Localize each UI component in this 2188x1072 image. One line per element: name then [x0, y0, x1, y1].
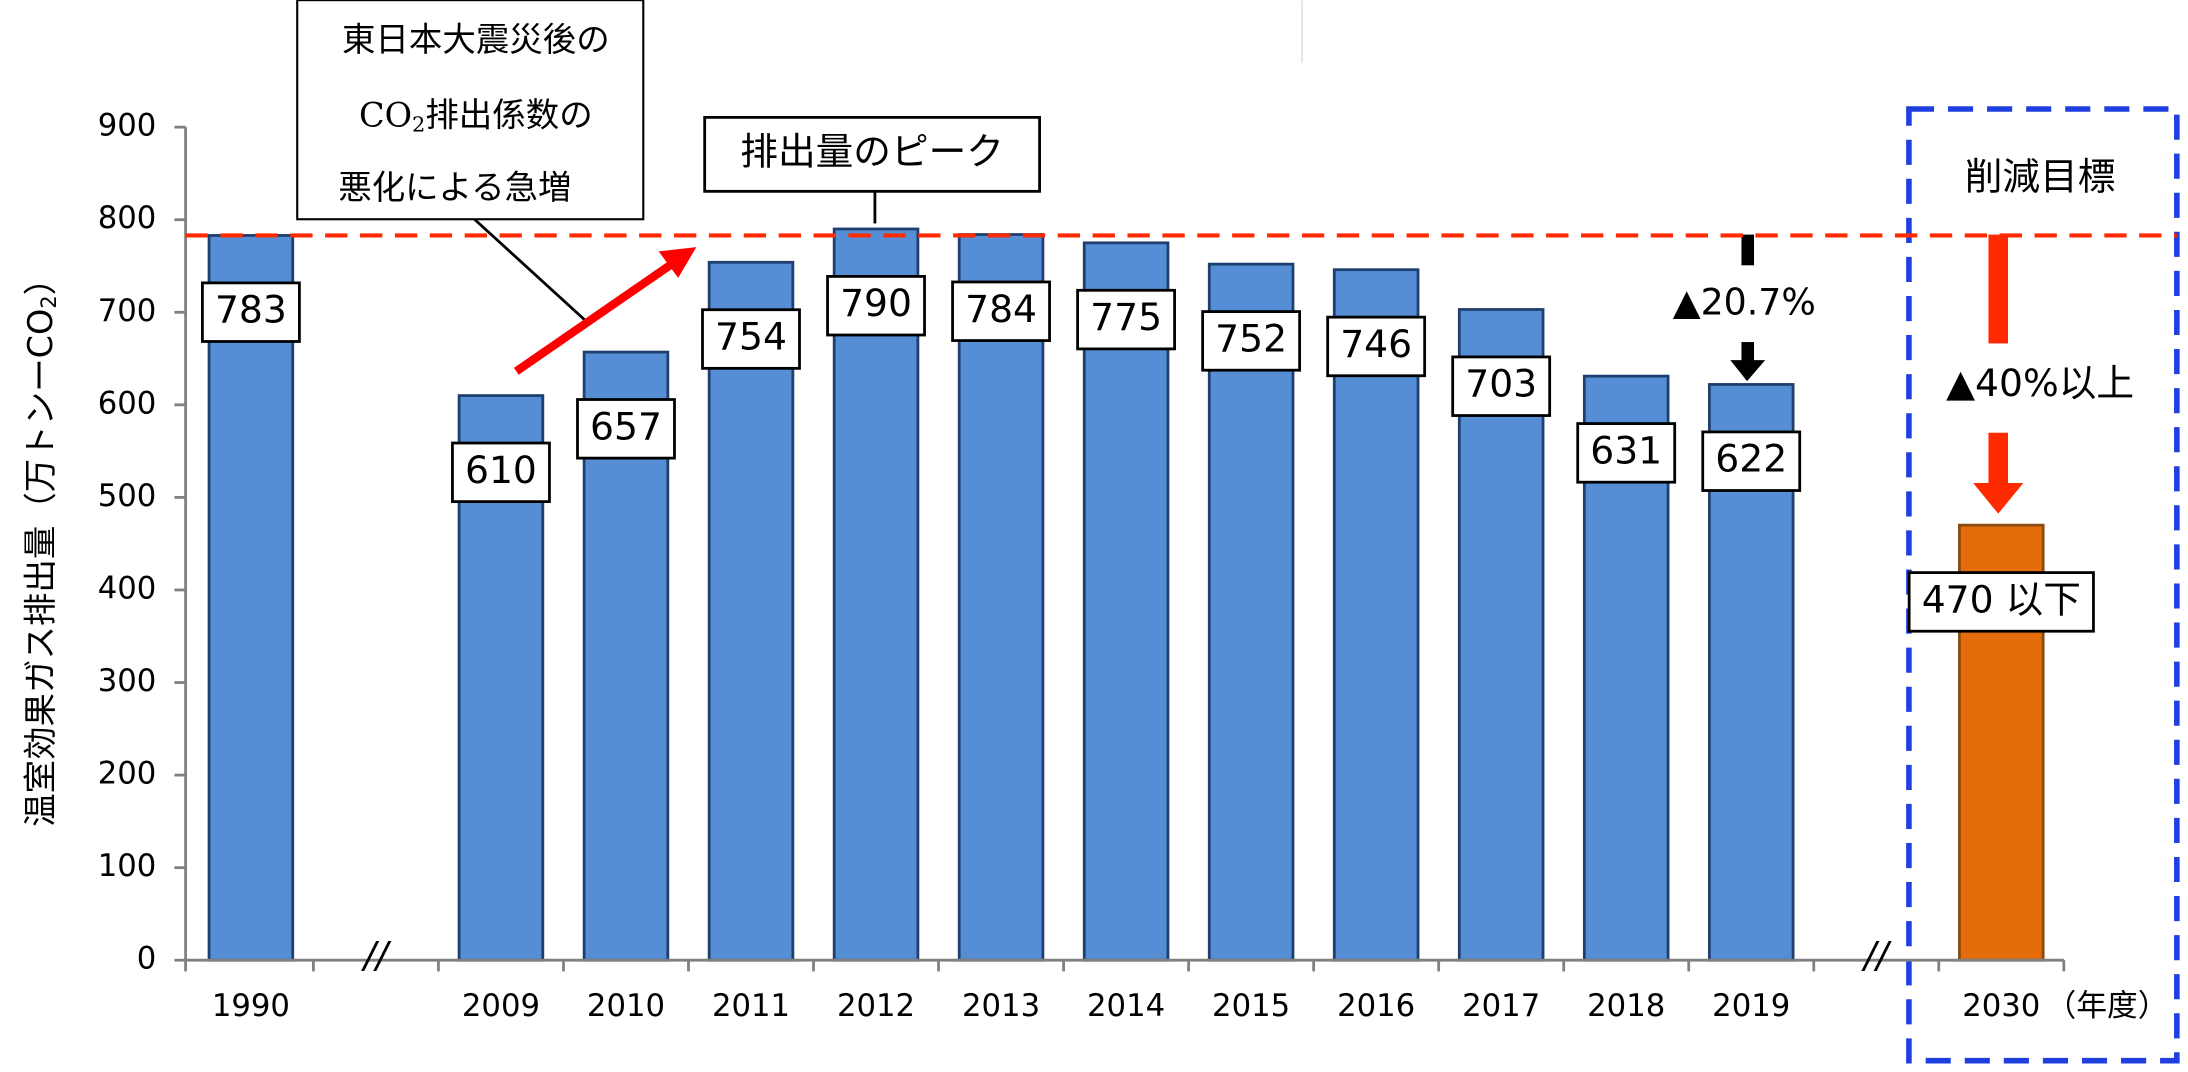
x-tick-label: 2019	[1712, 989, 1790, 1024]
arrow-head	[658, 247, 697, 278]
bars	[207, 227, 2045, 962]
y-tick-label: 900	[98, 109, 157, 144]
value-label: 610	[465, 448, 537, 492]
bar	[1082, 241, 1170, 962]
x-tick-label: 2014	[1087, 989, 1165, 1024]
value-label: 783	[215, 288, 287, 332]
y-tick-label: 100	[98, 849, 157, 884]
value-label-box	[1201, 310, 1302, 372]
y-axis-label: 温室効果ガス排出量（万トンーCO	[20, 309, 59, 827]
annotation-text: ▲20.7%	[1673, 280, 1816, 323]
value-label-box	[1451, 355, 1552, 417]
annotation-text: 削減目標	[1965, 154, 2116, 198]
annotation-text: CO2排出係数の	[359, 95, 593, 136]
y-axis-label-subscript: 2	[37, 295, 61, 308]
annotation-text: 排出係数の	[425, 95, 592, 134]
x-tick-label: 2009	[462, 989, 540, 1024]
x-tick-label: 2010	[587, 989, 665, 1024]
bar	[957, 233, 1045, 962]
x-tick-label: 2012	[837, 989, 915, 1024]
bar	[207, 234, 295, 962]
quake-annotation-box	[296, 0, 645, 221]
x-tick-label: 2016	[1337, 989, 1415, 1024]
value-label: 754	[715, 315, 787, 359]
x-tick-label: 2015	[1212, 989, 1290, 1024]
y-tick-label: 800	[98, 201, 157, 236]
bar	[1207, 262, 1295, 962]
arrow-head	[1730, 360, 1766, 382]
bar	[1457, 308, 1545, 962]
value-label-box	[826, 275, 926, 337]
y-tick-label: 600	[98, 386, 157, 421]
annotation-text: 悪化による急増	[338, 168, 571, 207]
x-tick-label: 2017	[1462, 989, 1540, 1024]
value-label-box	[1907, 571, 2095, 633]
axis-break: //	[361, 933, 392, 976]
annotation-subscript: 2	[412, 112, 425, 136]
arrow-shaft	[1741, 342, 1755, 362]
value-label: 752	[1215, 316, 1287, 360]
bar	[707, 260, 795, 962]
arrow-shaft	[1988, 234, 2008, 344]
connector	[473, 218, 588, 323]
annotation-text: ▲40%以上	[1946, 361, 2134, 405]
value-label-box	[1326, 315, 1427, 378]
bar	[832, 227, 920, 962]
y-tick-label: 300	[98, 664, 157, 699]
x-tick-label: 2030	[1962, 989, 2040, 1024]
arrow-tail	[1741, 234, 1755, 266]
x-axis-label: （年度）	[2046, 989, 2169, 1024]
axis-break: //	[1861, 933, 1892, 976]
x-tick-label: 2013	[962, 989, 1040, 1024]
y-tick-label: 0	[137, 942, 157, 977]
value-label-box	[1576, 422, 1677, 484]
x-tick-label: 2011	[712, 989, 790, 1024]
value-label: 784	[965, 287, 1037, 331]
annotation-text: 東日本大震災後の	[342, 20, 610, 59]
annotation-text: CO	[359, 95, 412, 134]
arrow-shaft	[1988, 432, 2008, 486]
annotation-text: 排出量のピーク	[740, 130, 1004, 174]
y-axis-label: 温室効果ガス排出量（万トンーCO2）	[20, 262, 61, 827]
x-tick-label: 2018	[1587, 989, 1665, 1024]
y-tick-label: 700	[98, 294, 157, 329]
value-label: 657	[590, 404, 662, 448]
y-tick-label: 200	[98, 757, 157, 792]
value-label: 622	[1715, 437, 1787, 481]
value-label: 790	[840, 281, 912, 325]
peak-annotation-box	[703, 115, 1041, 193]
value-label-box	[1701, 430, 1802, 492]
value-label-box	[701, 308, 801, 370]
value-label: 631	[1590, 428, 1662, 472]
value-label: 703	[1465, 362, 1537, 406]
bar	[1332, 268, 1420, 962]
increase-arrow	[513, 259, 677, 375]
y-axis-label: ）	[20, 262, 59, 295]
value-label-box	[1076, 288, 1176, 351]
value-label-box	[951, 280, 1051, 342]
arrow-head	[1973, 482, 2024, 514]
value-label-box	[451, 441, 551, 504]
x-tick-label: 1990	[212, 989, 290, 1024]
value-label: 746	[1340, 322, 1412, 366]
y-tick-label: 500	[98, 479, 157, 514]
value-label-box	[201, 281, 301, 343]
value-label-box	[576, 398, 676, 460]
y-tick-label: 400	[98, 571, 157, 606]
value-label: 775	[1090, 295, 1162, 339]
value-label: 470 以下	[1922, 577, 2081, 621]
